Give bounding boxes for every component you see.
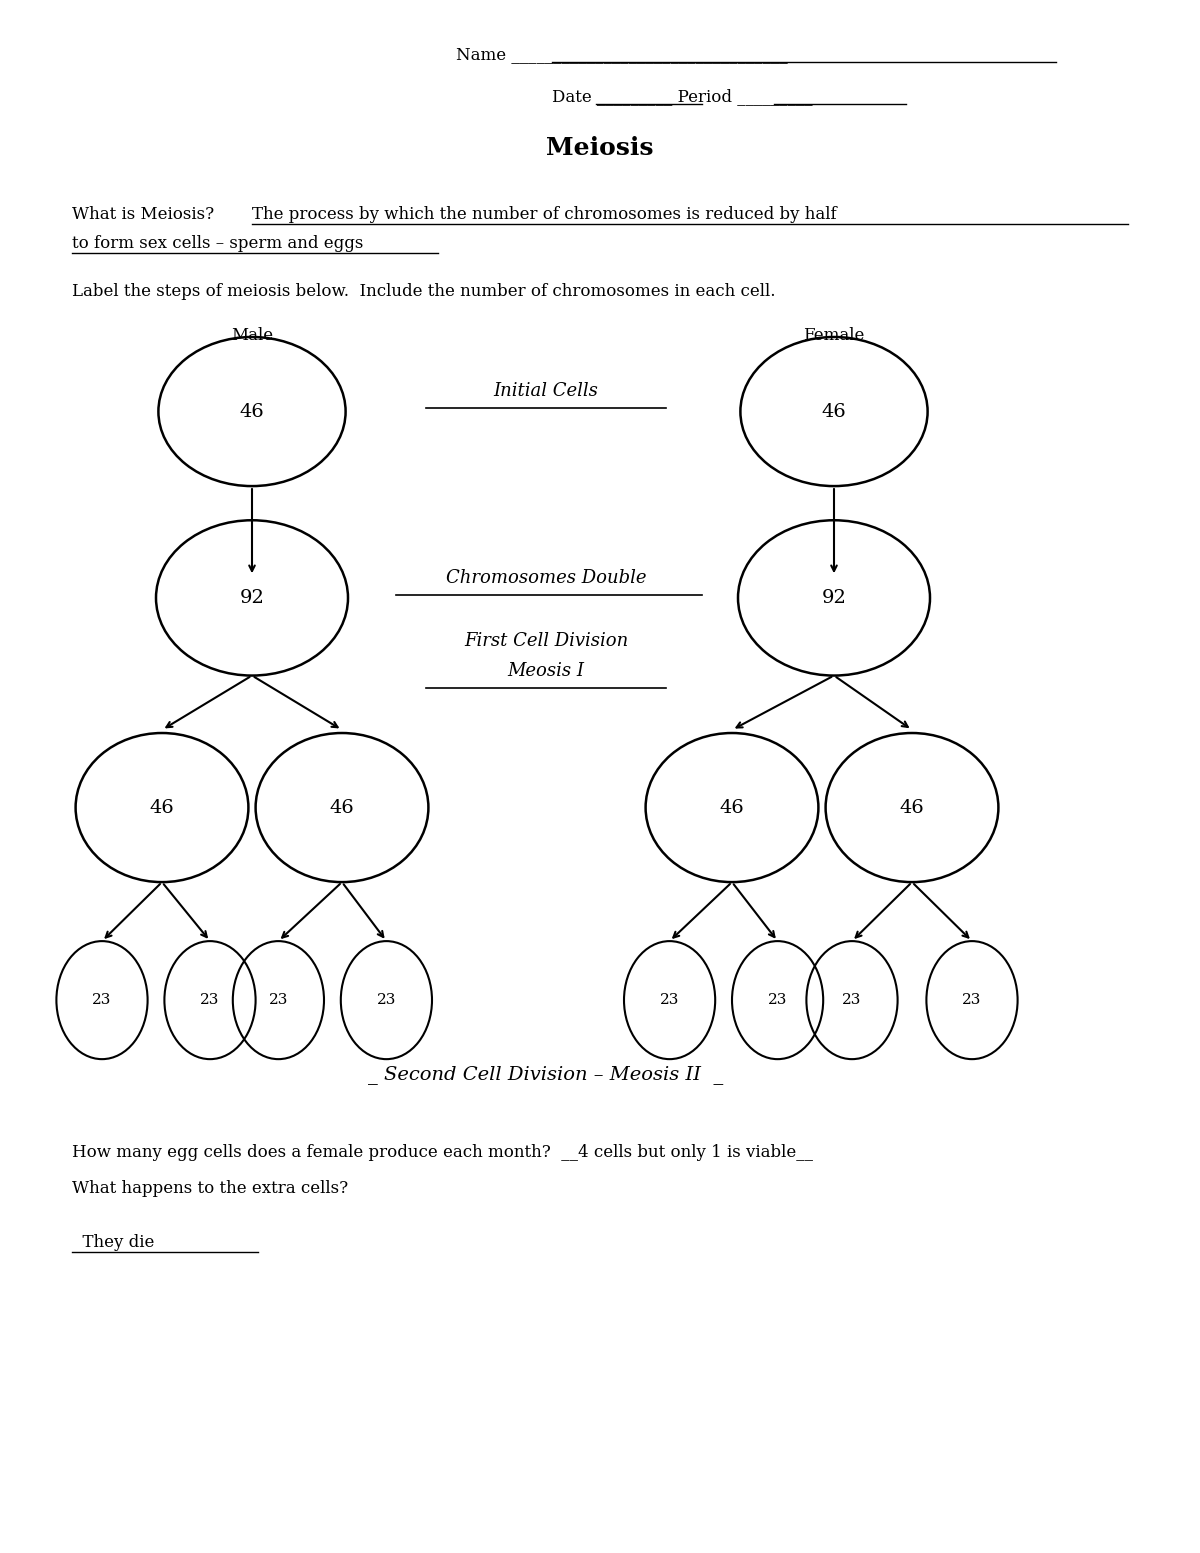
- Text: 46: 46: [822, 402, 846, 421]
- Text: How many egg cells does a female produce each month?  __4 cells but only 1 is vi: How many egg cells does a female produce…: [72, 1145, 814, 1160]
- Text: 46: 46: [900, 798, 924, 817]
- Text: 23: 23: [962, 992, 982, 1008]
- Text: 23: 23: [92, 992, 112, 1008]
- Text: 23: 23: [842, 992, 862, 1008]
- Text: _ Second Cell Division – Meosis II  _: _ Second Cell Division – Meosis II _: [368, 1065, 724, 1084]
- Text: 23: 23: [768, 992, 787, 1008]
- Text: Meiosis: Meiosis: [546, 135, 654, 160]
- Text: What is Meiosis?: What is Meiosis?: [72, 207, 214, 222]
- Text: Chromosomes Double: Chromosomes Double: [445, 568, 647, 587]
- Text: What happens to the extra cells?: What happens to the extra cells?: [72, 1180, 348, 1196]
- Text: 92: 92: [240, 589, 264, 607]
- Text: The process by which the number of chromosomes is reduced by half: The process by which the number of chrom…: [252, 207, 836, 222]
- Text: 46: 46: [240, 402, 264, 421]
- Text: 23: 23: [660, 992, 679, 1008]
- Text: Male: Male: [230, 328, 274, 343]
- Text: 23: 23: [269, 992, 288, 1008]
- Text: 46: 46: [330, 798, 354, 817]
- Text: They die: They die: [72, 1235, 164, 1250]
- Text: Name _________________________________: Name _________________________________: [456, 47, 793, 62]
- Text: Initial Cells: Initial Cells: [493, 382, 599, 401]
- Text: 23: 23: [200, 992, 220, 1008]
- Text: 23: 23: [377, 992, 396, 1008]
- Text: Label the steps of meiosis below.  Include the number of chromosomes in each cel: Label the steps of meiosis below. Includ…: [72, 284, 775, 300]
- Text: Meosis I: Meosis I: [508, 662, 584, 680]
- Text: 46: 46: [150, 798, 174, 817]
- Text: to form sex cells – sperm and eggs: to form sex cells – sperm and eggs: [72, 236, 374, 252]
- Text: 92: 92: [822, 589, 846, 607]
- Text: 46: 46: [720, 798, 744, 817]
- Text: Date _________ Period _________: Date _________ Period _________: [552, 89, 812, 104]
- Text: First Cell Division: First Cell Division: [464, 632, 628, 651]
- Text: Female: Female: [803, 328, 865, 343]
